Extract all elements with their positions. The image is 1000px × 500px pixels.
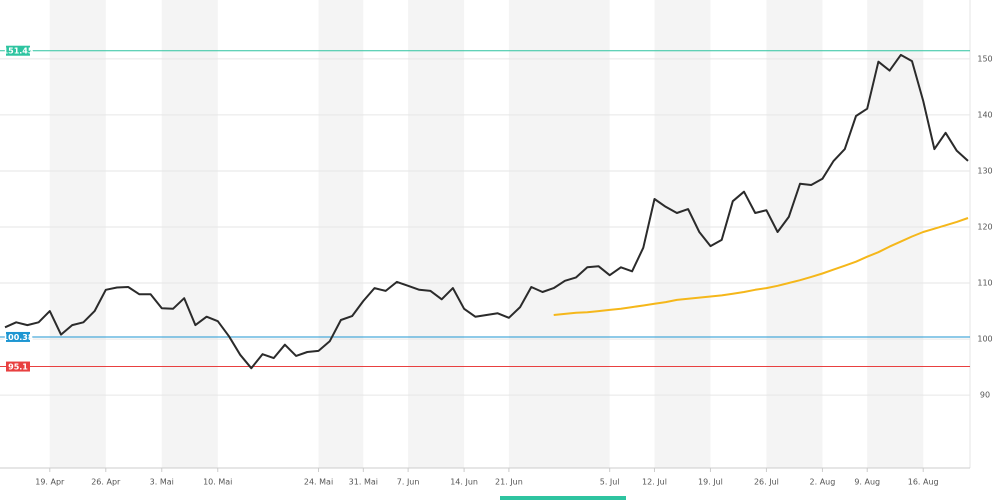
x-tick-label: 7. Jun — [397, 478, 420, 487]
x-tick-label: 21. Jun — [495, 478, 523, 487]
y-tick-label: 150 — [977, 54, 992, 63]
y-tick-label: 100 — [977, 335, 992, 344]
week-band — [49, 0, 106, 468]
x-tick-label: 19. Jul — [698, 478, 723, 487]
x-tick-label: 16. Aug — [908, 478, 939, 487]
week-band — [318, 0, 364, 468]
x-tick-label: 31. Mai — [349, 478, 378, 487]
reference-label: 100.38 — [3, 333, 34, 342]
week-band — [508, 0, 610, 468]
x-tick-label: 26. Apr — [91, 478, 121, 487]
x-tick-label: 2. Aug — [810, 478, 836, 487]
reference-label-box — [6, 331, 30, 342]
navigator-handle[interactable] — [500, 496, 626, 500]
x-tick-label: 10. Mai — [203, 478, 232, 487]
x-tick-label: 5. Jul — [600, 478, 620, 487]
week-band — [408, 0, 465, 468]
y-tick-label: 120 — [977, 222, 992, 231]
x-tick-label: 19. Apr — [35, 478, 65, 487]
week-band — [867, 0, 924, 468]
y-tick-label: 130 — [977, 166, 992, 175]
price-line — [4, 53, 969, 370]
x-tick-label: 3. Mai — [150, 478, 174, 487]
y-tick-label: 140 — [977, 110, 992, 119]
x-tick-label: 14. Jun — [450, 478, 478, 487]
x-tick-label: 12. Jul — [642, 478, 667, 487]
x-tick-label: 24. Mai — [304, 478, 333, 487]
y-tick-label: 90 — [980, 391, 990, 400]
reference-label: 95.1 — [8, 363, 28, 372]
reference-label: 151.45 — [3, 47, 34, 56]
price-line — [553, 217, 969, 316]
week-band — [161, 0, 218, 468]
week-band — [766, 0, 823, 468]
x-tick-label: 9. Aug — [854, 478, 880, 487]
reference-label-box — [6, 361, 30, 372]
reference-label-box — [6, 45, 30, 56]
y-tick-label: 110 — [977, 279, 992, 288]
x-tick-label: 26. Jul — [754, 478, 779, 487]
